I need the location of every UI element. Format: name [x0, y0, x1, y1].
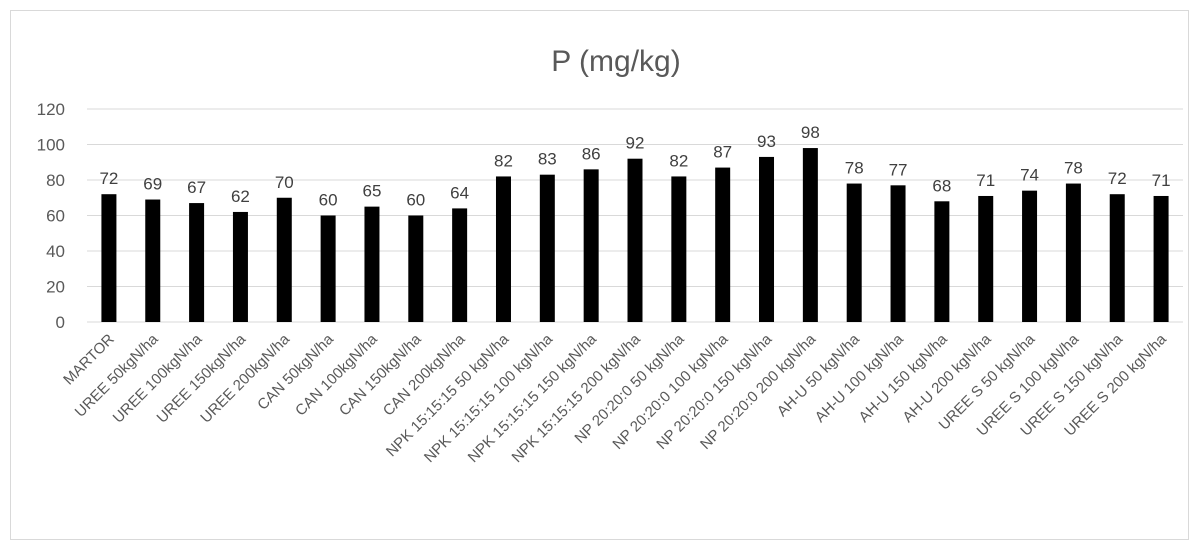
data-label: 86	[582, 144, 601, 163]
data-label: 72	[1108, 169, 1127, 188]
chart-frame: P (mg/kg) 0 20 40 60 80 100 120 72 69 67 62 70 60 65…	[10, 10, 1189, 540]
y-tick-label: 120	[37, 100, 65, 119]
data-label: 87	[713, 143, 732, 162]
y-tick-label: 20	[46, 278, 65, 297]
data-label: 64	[450, 183, 469, 202]
bar	[1065, 183, 1081, 322]
data-label: 72	[99, 169, 118, 188]
bar	[495, 176, 511, 322]
data-label: 78	[845, 159, 864, 178]
data-label: 60	[406, 191, 425, 210]
y-tick-label: 40	[46, 242, 65, 261]
bar	[408, 215, 424, 322]
bar-chart: P (mg/kg) 0 20 40 60 80 100 120 72 69 67 62 70 60 65…	[37, 45, 1183, 466]
bar	[978, 195, 994, 322]
data-label: 77	[889, 160, 908, 179]
bar	[276, 197, 292, 322]
bar	[364, 206, 380, 322]
bar	[145, 199, 161, 322]
data-label: 82	[494, 151, 513, 170]
bar	[627, 158, 643, 322]
data-label: 62	[231, 187, 250, 206]
x-tick-label: CAN 50kgN/ha	[254, 330, 337, 413]
y-tick-label: 80	[46, 171, 65, 190]
bar	[189, 203, 205, 322]
data-label: 78	[1064, 159, 1083, 178]
data-label: 65	[362, 182, 381, 201]
bar	[1022, 190, 1038, 322]
data-label: 74	[1020, 166, 1039, 185]
bar	[1109, 194, 1125, 322]
data-label: 70	[275, 173, 294, 192]
data-label: 83	[538, 150, 557, 169]
data-label: 67	[187, 178, 206, 197]
bar	[320, 215, 336, 322]
data-labels: 72 69 67 62 70 60 65 60 64 82 83 86 92 82 87 93 98 78 77 68…	[99, 123, 1170, 209]
y-tick-label: 60	[46, 207, 65, 226]
bar	[539, 174, 555, 322]
y-tick-label: 100	[37, 136, 65, 155]
data-label: 71	[1152, 171, 1171, 190]
bar	[802, 148, 818, 322]
bar	[583, 169, 599, 322]
data-label: 60	[319, 191, 338, 210]
y-axis-ticks: 0 20 40 60 80 100 120	[37, 100, 65, 332]
data-label: 82	[669, 151, 688, 170]
bar	[232, 211, 248, 322]
data-label: 93	[757, 132, 776, 151]
data-label: 68	[932, 176, 951, 195]
data-label: 71	[976, 171, 995, 190]
bar	[890, 185, 906, 322]
chart-title: P (mg/kg)	[551, 45, 680, 78]
y-tick-label: 0	[56, 313, 65, 332]
data-label: 92	[626, 134, 645, 153]
data-label: 69	[143, 175, 162, 194]
bar	[1153, 195, 1169, 322]
bar	[715, 167, 731, 322]
bars	[101, 148, 1169, 322]
bar	[101, 194, 117, 322]
bar	[759, 156, 775, 322]
bar	[846, 183, 862, 322]
bar	[934, 201, 950, 322]
bar	[671, 176, 687, 322]
bar	[452, 208, 468, 322]
data-label: 98	[801, 123, 820, 142]
